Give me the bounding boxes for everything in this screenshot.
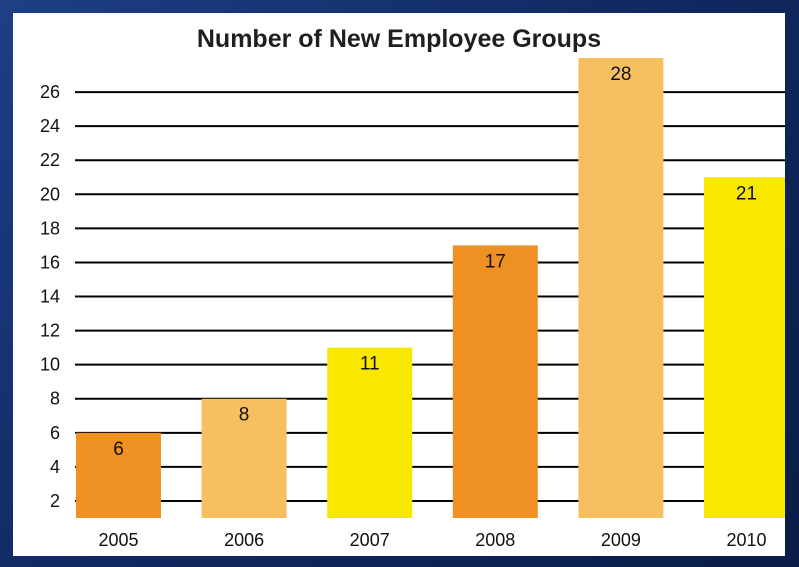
chart-title: Number of New Employee Groups xyxy=(197,25,601,53)
bar-2007 xyxy=(327,347,413,518)
data-labels: 6 8 11 17 28 21 xyxy=(113,64,757,460)
y-tick-label: 26 xyxy=(40,82,60,102)
y-tick-label: 14 xyxy=(40,287,60,307)
y-tick-label: 24 xyxy=(40,116,60,136)
y-tick-label: 16 xyxy=(40,252,60,272)
data-label: 6 xyxy=(113,439,124,460)
y-tick-label: 18 xyxy=(40,218,60,238)
bar-2006 xyxy=(201,398,287,518)
bar-2010 xyxy=(704,177,785,518)
data-label: 17 xyxy=(485,251,506,272)
y-tick-label: 12 xyxy=(40,321,60,341)
y-tick-label: 4 xyxy=(50,457,60,477)
x-tick-label: 2006 xyxy=(224,530,264,550)
data-label: 8 xyxy=(239,405,250,426)
chart-panel: Number of New Employee Groups 2 4 6 8 10 12 14… xyxy=(13,13,785,556)
bar-2009 xyxy=(578,58,664,518)
x-tick-label: 2007 xyxy=(350,530,390,550)
x-tick-label: 2008 xyxy=(475,530,515,550)
y-tick-label: 22 xyxy=(40,150,60,170)
y-tick-label: 20 xyxy=(40,184,60,204)
bar-2008 xyxy=(452,245,538,518)
bar-2005 xyxy=(76,432,161,518)
y-tick-label: 6 xyxy=(50,423,60,443)
y-tick-label: 2 xyxy=(50,491,60,511)
bar-chart: Number of New Employee Groups 2468101214… xyxy=(40,25,785,550)
data-label: 21 xyxy=(736,183,757,204)
y-tick-label: 10 xyxy=(40,355,60,375)
x-tick-label: 2009 xyxy=(601,530,641,550)
x-tick-label: 2010 xyxy=(726,530,766,550)
y-tick-label: 8 xyxy=(50,389,60,409)
gridlines xyxy=(75,91,785,502)
data-label: 11 xyxy=(360,354,380,375)
x-tick-label: 2005 xyxy=(98,530,138,550)
x-axis-ticks: 2005 2006 2007 2008 2009 2010 xyxy=(98,530,766,550)
data-label: 28 xyxy=(610,64,631,85)
bars xyxy=(76,58,785,518)
